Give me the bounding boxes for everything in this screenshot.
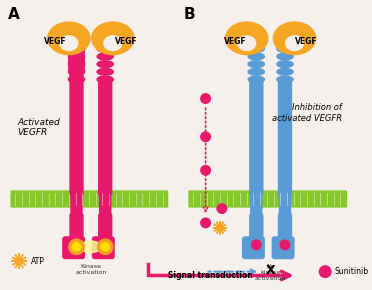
Ellipse shape: [277, 76, 293, 83]
Circle shape: [97, 239, 113, 254]
Ellipse shape: [48, 22, 90, 55]
Ellipse shape: [277, 68, 293, 75]
FancyBboxPatch shape: [10, 190, 168, 208]
Ellipse shape: [225, 22, 268, 55]
Circle shape: [201, 94, 211, 103]
FancyBboxPatch shape: [249, 77, 263, 196]
Ellipse shape: [273, 22, 316, 55]
Text: Signal transduction: Signal transduction: [168, 271, 253, 280]
Ellipse shape: [238, 36, 256, 50]
Text: A: A: [8, 7, 19, 22]
Text: Sunitinib: Sunitinib: [335, 267, 369, 276]
Ellipse shape: [248, 46, 264, 52]
Text: VEGF: VEGF: [295, 37, 317, 46]
Ellipse shape: [248, 53, 264, 60]
FancyBboxPatch shape: [278, 213, 292, 251]
Text: VEGF: VEGF: [44, 37, 67, 46]
Ellipse shape: [97, 53, 113, 60]
Ellipse shape: [104, 36, 122, 50]
Ellipse shape: [277, 61, 293, 68]
Ellipse shape: [277, 46, 293, 52]
Circle shape: [201, 166, 211, 175]
Text: VEGF: VEGF: [115, 37, 138, 46]
Circle shape: [251, 240, 261, 250]
Circle shape: [201, 218, 211, 228]
Ellipse shape: [277, 53, 293, 60]
Ellipse shape: [97, 76, 113, 83]
Ellipse shape: [68, 68, 85, 75]
FancyBboxPatch shape: [68, 58, 85, 72]
Circle shape: [16, 258, 22, 264]
FancyBboxPatch shape: [92, 236, 115, 259]
FancyBboxPatch shape: [70, 192, 83, 217]
Text: Kinase
activation: Kinase activation: [75, 264, 106, 275]
Ellipse shape: [68, 61, 85, 68]
Text: B: B: [184, 7, 195, 22]
FancyBboxPatch shape: [62, 236, 85, 259]
Circle shape: [280, 240, 290, 250]
Circle shape: [69, 239, 84, 254]
Ellipse shape: [92, 22, 134, 55]
Ellipse shape: [97, 46, 113, 52]
Circle shape: [201, 132, 211, 142]
Text: Activated
VEGFR: Activated VEGFR: [17, 117, 60, 137]
Text: ATP: ATP: [31, 257, 45, 266]
FancyBboxPatch shape: [272, 236, 295, 259]
FancyBboxPatch shape: [279, 192, 291, 217]
FancyBboxPatch shape: [69, 68, 84, 81]
Ellipse shape: [97, 68, 113, 75]
Ellipse shape: [97, 61, 113, 68]
Circle shape: [217, 225, 222, 230]
Text: VEGF: VEGF: [224, 37, 247, 46]
Ellipse shape: [68, 53, 85, 60]
Text: Inhibition of
activated VEGFR: Inhibition of activated VEGFR: [272, 103, 342, 123]
FancyBboxPatch shape: [69, 213, 84, 251]
FancyBboxPatch shape: [69, 77, 84, 196]
FancyBboxPatch shape: [98, 77, 112, 196]
Ellipse shape: [286, 36, 304, 50]
Circle shape: [72, 242, 81, 251]
Text: X: X: [266, 264, 275, 278]
Ellipse shape: [68, 76, 85, 83]
FancyBboxPatch shape: [98, 213, 112, 251]
Circle shape: [101, 242, 109, 251]
FancyBboxPatch shape: [99, 192, 111, 217]
Circle shape: [320, 266, 331, 278]
Ellipse shape: [248, 68, 264, 75]
Text: No
kinase
activation: No kinase activation: [255, 264, 286, 281]
Ellipse shape: [248, 76, 264, 83]
FancyBboxPatch shape: [242, 236, 265, 259]
Circle shape: [217, 204, 227, 213]
FancyBboxPatch shape: [250, 192, 263, 217]
FancyBboxPatch shape: [278, 77, 292, 196]
FancyBboxPatch shape: [68, 49, 85, 62]
FancyBboxPatch shape: [249, 213, 263, 251]
Ellipse shape: [60, 36, 78, 50]
Ellipse shape: [248, 61, 264, 68]
Ellipse shape: [68, 46, 85, 52]
FancyBboxPatch shape: [188, 190, 347, 208]
Ellipse shape: [80, 241, 101, 253]
